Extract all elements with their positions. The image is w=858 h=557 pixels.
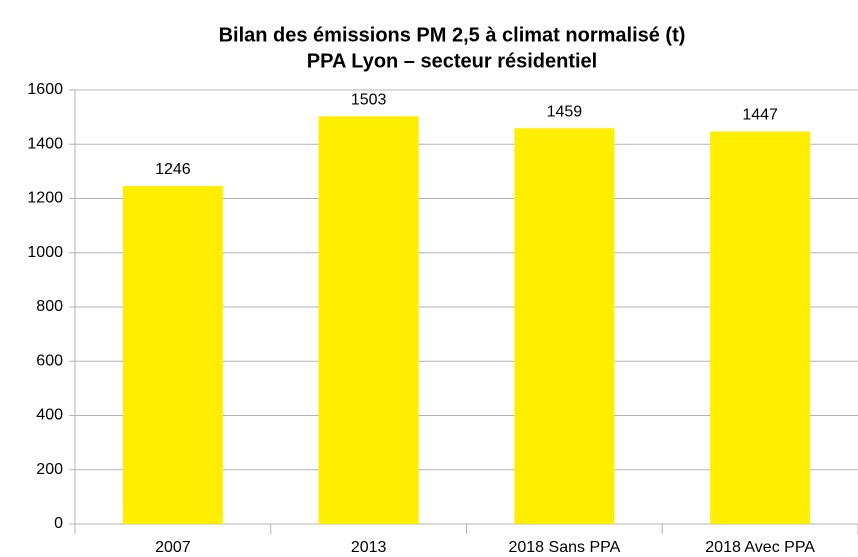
y-tick-label: 200 — [36, 461, 63, 478]
x-tick-label: 2007 — [155, 539, 191, 556]
bar — [710, 131, 811, 524]
data-label: 1459 — [547, 103, 583, 120]
data-label: 1503 — [351, 92, 387, 109]
chart-title: Bilan des émissions PM 2,5 à climat norm… — [219, 24, 686, 46]
x-tick-label: 2018 Sans PPA — [508, 539, 620, 556]
y-tick-label: 1600 — [27, 81, 63, 98]
x-tick-label: 2018 Avec PPA — [705, 539, 815, 556]
chart-subtitle: PPA Lyon – secteur résidentiel — [307, 50, 597, 72]
y-tick-label: 800 — [36, 298, 63, 315]
y-tick-label: 1200 — [27, 190, 63, 207]
x-tick-label: 2013 — [351, 539, 387, 556]
data-label: 1246 — [155, 161, 191, 178]
y-tick-label: 600 — [36, 352, 63, 369]
bar — [122, 186, 223, 524]
bar — [514, 128, 615, 524]
bar — [318, 116, 419, 524]
data-label: 1447 — [742, 107, 778, 124]
y-tick-label: 0 — [54, 515, 63, 532]
y-tick-label: 1000 — [27, 244, 63, 261]
y-tick-label: 1400 — [27, 135, 63, 152]
y-tick-label: 400 — [36, 407, 63, 424]
